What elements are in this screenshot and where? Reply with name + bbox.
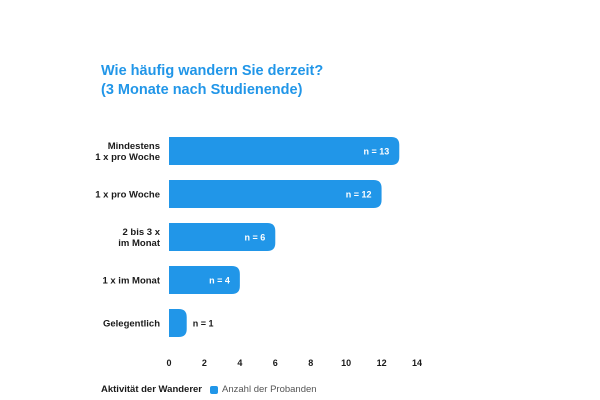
chart-title-line: Wie häufig wandern Sie derzeit?: [101, 63, 324, 79]
x-tick-label: 12: [377, 358, 387, 368]
chart-subtitle: (3 Monate nach Studienende): [101, 82, 303, 98]
category-label: Gelegentlich: [103, 319, 160, 330]
legend-series-label: Anzahl der Probanden: [222, 384, 317, 395]
x-tick-label: 10: [341, 358, 351, 368]
legend-swatch: [210, 385, 219, 394]
x-tick-label: 6: [273, 358, 278, 368]
x-tick-label: 0: [166, 358, 171, 368]
x-tick-label: 2: [202, 358, 207, 368]
data-label: n = 1: [193, 319, 214, 329]
bar: [169, 266, 240, 294]
chart-title: Wie häufig wandern Sie derzeit? (3 Monat…: [101, 62, 323, 100]
legend-title: Aktivität der Wanderer: [101, 384, 203, 395]
bar: [169, 137, 400, 165]
x-tick-label: 4: [237, 358, 242, 368]
data-label: n = 13: [364, 147, 390, 157]
data-label: n = 4: [209, 276, 230, 286]
bar: [169, 180, 382, 208]
data-label: n = 6: [245, 233, 266, 243]
bar: [169, 223, 276, 251]
category-label: 2 bis 3 x: [123, 227, 161, 238]
x-tick-label: 14: [412, 358, 422, 368]
x-tick-label: 8: [308, 358, 313, 368]
bar: [169, 309, 187, 337]
category-label: im Monat: [118, 238, 161, 249]
category-label: 1 x pro Woche: [95, 152, 160, 163]
data-label: n = 12: [346, 190, 372, 200]
legend: Aktivität der Wanderer Anzahl der Proban…: [101, 384, 317, 395]
category-label: 1 x im Monat: [102, 276, 160, 287]
category-label: 1 x pro Woche: [95, 190, 160, 201]
category-label: Mindestens: [108, 141, 160, 152]
